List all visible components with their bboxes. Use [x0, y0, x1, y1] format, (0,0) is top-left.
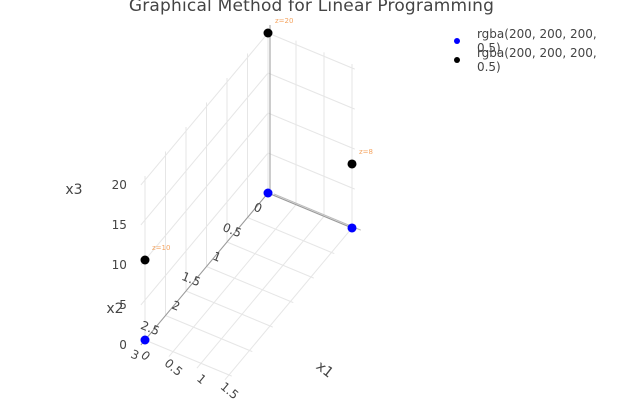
grid-line [267, 112, 355, 150]
x2-axis-title: x2 [106, 301, 123, 317]
data-point [140, 255, 150, 265]
point-annotation: z=20 [275, 17, 293, 25]
x2-tick-label: 0.5 [221, 220, 244, 240]
point-annotation: z=10 [152, 244, 170, 252]
x3-axis-title: x3 [65, 182, 82, 198]
data-point [140, 335, 150, 345]
axis-titles: x3 x2 x1 [65, 182, 336, 381]
legend-marker-icon [454, 37, 460, 44]
x3-tick-label: 0 [119, 338, 127, 352]
chart-title: Graphical Method for Linear Programming [128, 0, 495, 16]
grid-line [165, 315, 253, 353]
legend-marker-icon [454, 56, 460, 63]
x1-axis-line [267, 192, 355, 230]
x2-tick-label: 1 [211, 249, 223, 265]
x1-tick-label: 1 [194, 371, 209, 387]
grid-line [224, 227, 353, 381]
grid-line [140, 112, 269, 266]
data-point [347, 159, 357, 169]
axis-frame [140, 25, 361, 346]
grid-line [140, 72, 269, 226]
grid-line [185, 290, 273, 328]
data-point [263, 188, 273, 198]
grid-lines [140, 29, 355, 381]
grid-line [168, 204, 297, 357]
grid-line [247, 217, 335, 255]
x1-tick-label: 0.5 [162, 356, 186, 379]
x3-tick-label: 15 [112, 218, 127, 232]
legend: rgba(200, 200, 200, 0.5) rgba(200, 200, 2… [454, 27, 623, 74]
x3-tick-label: 5 [119, 298, 127, 312]
x1-axis-title: x1 [313, 358, 336, 381]
grid-line [267, 152, 355, 190]
data-point [263, 28, 273, 38]
grid-line [140, 32, 269, 186]
x2-axis-line [140, 192, 269, 346]
legend-label: rgba(200, 200, 200, 0.5) [476, 45, 597, 74]
grid-line [267, 72, 355, 110]
x2-tick-label: 1.5 [180, 269, 203, 289]
x1-axis-line-shadow [273, 193, 361, 231]
grid-line [206, 266, 294, 304]
legend-label: rgba(200, 200, 200, 0.5) [476, 26, 597, 55]
grid-line [226, 241, 314, 279]
x2-tick-label: 2 [170, 298, 182, 314]
x2-tick-label: 3 [129, 347, 141, 363]
data-point [347, 223, 357, 233]
grid-line [196, 215, 325, 369]
x3-tick-label: 10 [112, 258, 127, 272]
x2-tick-label: 0 [252, 200, 264, 216]
grid-line [267, 32, 355, 70]
grid-line [144, 339, 232, 377]
x2-tick-label: 2.5 [139, 318, 162, 338]
point-annotation: z=8 [359, 148, 373, 156]
legend-item[interactable]: rgba(200, 200, 200, 0.5) [454, 46, 623, 74]
data-points: z=20 z=10 z=8 [140, 17, 373, 345]
x1-tick-label: 1.5 [218, 379, 242, 402]
legend-item[interactable]: rgba(200, 200, 200, 0.5) [454, 27, 623, 55]
x3-tick-label: 20 [112, 178, 127, 192]
grid-line [140, 152, 269, 306]
